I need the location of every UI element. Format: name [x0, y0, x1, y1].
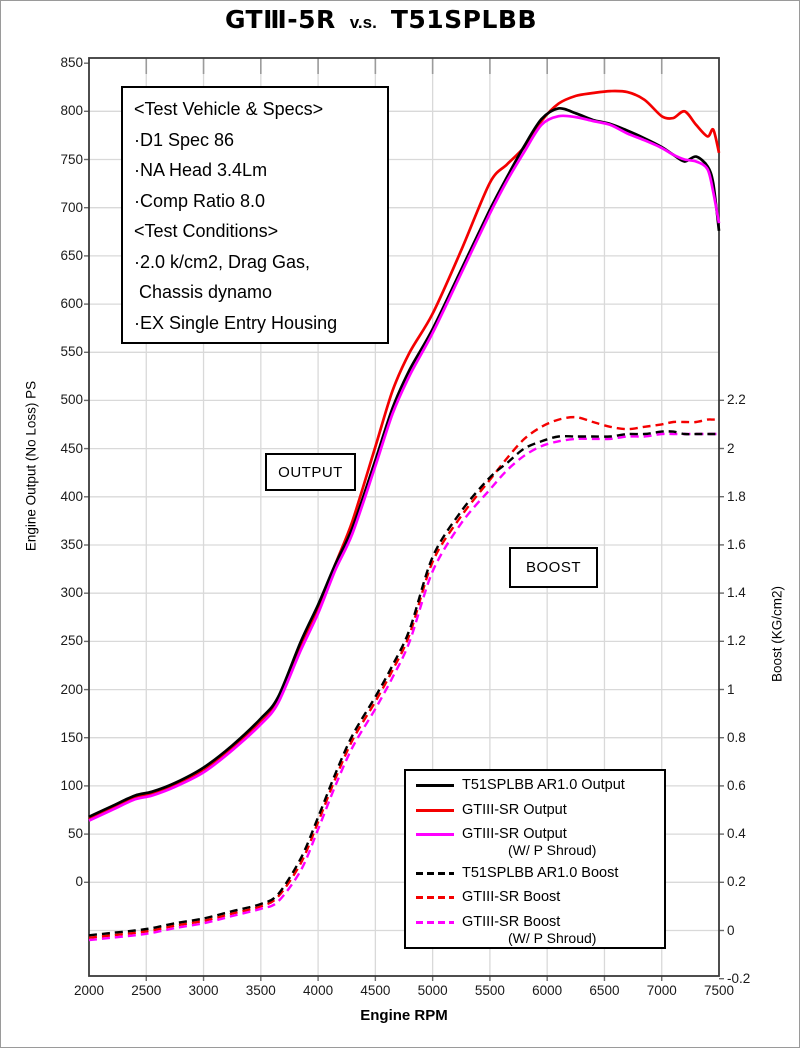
- dashed-line-swatch: [416, 920, 454, 924]
- legend-label: GTIII-SR Output: [462, 802, 567, 819]
- curve-gtiii-sr-boost-w-p-shroud-: [88, 432, 719, 942]
- boost-label: BOOST: [525, 559, 581, 576]
- spec-line: <Test Conditions>: [134, 221, 279, 241]
- x-tick-label: 6000: [532, 983, 563, 998]
- y-left-tick-label: 700: [60, 199, 83, 215]
- x-tick-label: 4500: [360, 983, 391, 998]
- y-left-tick-label: 550: [60, 344, 83, 360]
- x-tick-label: 7000: [646, 983, 677, 998]
- y-left-tick-label: 50: [67, 826, 83, 842]
- y-left-axis-title: Engine Output (No Loss) PS: [23, 380, 39, 552]
- x-tick-label: 5500: [474, 983, 505, 998]
- output-label: OUTPUT: [278, 463, 343, 481]
- x-tick-label: 7500: [703, 983, 735, 998]
- y-right-tick-label: 0: [727, 922, 735, 938]
- y-right-tick-label: 1.4: [727, 585, 746, 601]
- spec-line: ·D1 Spec 86: [134, 129, 235, 150]
- y-right-tick-label: 2: [727, 440, 735, 456]
- legend-item: GTIII-SR Boost: [416, 889, 656, 906]
- chart-title: GTⅢ-5R v.s. T51SPLBB: [1, 5, 761, 34]
- x-tick-label: 2500: [131, 983, 162, 998]
- y-right-tick-label: 0.8: [727, 729, 746, 745]
- y-left-tick-label: 150: [60, 729, 83, 745]
- boost-label-box: BOOST: [509, 547, 598, 588]
- y-right-tick-label: 1.8: [727, 488, 746, 504]
- y-left-tick-label: 650: [60, 247, 83, 263]
- x-tick-label: 5000: [417, 983, 448, 998]
- y-right-tick-label: 0.6: [727, 777, 746, 793]
- legend-label: GTIII-SR Boost: [462, 889, 560, 906]
- curve-gtiii-sr-boost: [88, 415, 719, 939]
- y-left-tick-label: 750: [60, 151, 83, 167]
- title-vs: v.s.: [349, 13, 377, 32]
- x-tick-label: 2000: [73, 983, 105, 998]
- curve-gtiii-sr-output: [88, 89, 721, 820]
- solid-line-swatch: [416, 833, 454, 837]
- y-left-tick-label: 0: [75, 874, 83, 890]
- curve-t51splbb-ar1-0-boost: [88, 430, 719, 937]
- legend-item: T51SPLBB AR1.0 Boost: [416, 865, 656, 882]
- y-right-tick-label: 0.4: [727, 826, 746, 842]
- title-left-turbo: GTⅢ-5R: [224, 5, 336, 34]
- dashed-line-swatch: [416, 871, 454, 875]
- y-left-tick-label: 200: [60, 681, 83, 697]
- legend-label: T51SPLBB AR1.0 Output: [462, 777, 625, 794]
- y-left-tick-label: 250: [60, 633, 83, 649]
- legend-label: GTIII-SR Output (W/ P Shroud): [462, 826, 596, 857]
- legend-label-line1: T51SPLBB AR1.0 Boost: [462, 864, 619, 881]
- y-right-tick-label: -0.2: [727, 970, 751, 986]
- legend-label-line2: (W/ P Shroud): [508, 842, 597, 859]
- y-left-tick-label: 400: [60, 488, 83, 504]
- legend-label-line1: GTIII-SR Output: [462, 826, 567, 843]
- solid-line-swatch: [416, 784, 454, 787]
- spec-line: ·EX Single Entry Housing: [134, 312, 338, 333]
- legend-label-line1: GTIII-SR Boost: [462, 913, 561, 930]
- solid-line-swatch: [416, 808, 454, 812]
- legend-label: T51SPLBB AR1.0 Boost: [462, 865, 618, 882]
- legend-item: GTIII-SR Boost (W/ P Shroud): [416, 914, 656, 945]
- y-right-tick-label: 1.6: [727, 536, 746, 552]
- dashed-line-swatch: [416, 896, 454, 900]
- legend-item: GTIII-SR Output: [416, 802, 656, 819]
- x-tick-label: 4000: [303, 983, 334, 998]
- y-left-tick-label: 500: [60, 392, 83, 408]
- spec-box: <Test Vehicle & Specs> ·D1 Spec 86 ·NA Hea…: [121, 86, 389, 344]
- x-tick-label: 6500: [589, 983, 620, 998]
- legend-label-line2: (W/ P Shroud): [508, 929, 597, 946]
- y-right-tick-label: 1.2: [727, 633, 746, 649]
- y-right-tick-label: 0.2: [727, 874, 746, 890]
- curve-gtiii-sr-output-w-p-shroud-: [88, 114, 721, 822]
- legend-label-line1: T51SPLBB AR1.0 Output: [462, 777, 625, 793]
- legend-label-line1: GTIII-SR Output: [462, 801, 567, 818]
- y-left-tick-label: 350: [60, 537, 83, 552]
- y-left-tick-label: 600: [60, 296, 83, 312]
- spec-line: <Test Vehicle & Specs>: [134, 99, 324, 119]
- legend-label: GTIII-SR Boost (W/ P Shroud): [462, 914, 596, 945]
- title-right-turbo: T51SPLBB: [390, 5, 538, 34]
- output-label-box: OUTPUT: [265, 453, 356, 491]
- x-tick-label: 3500: [245, 983, 276, 998]
- spec-line: ·Comp Ratio 8.0: [134, 190, 266, 211]
- x-axis-title: Engine RPM: [360, 1007, 448, 1024]
- legend-item: GTIII-SR Output (W/ P Shroud): [416, 826, 656, 857]
- y-left-tick-label: 100: [60, 777, 83, 793]
- y-right-tick-label: 2.2: [727, 392, 746, 408]
- y-left-tick-label: 300: [60, 585, 83, 601]
- y-right-axis-title: Boost (KG/cm2): [769, 585, 785, 683]
- y-right-tick-label: 1: [727, 681, 735, 697]
- y-left-tick-label: 450: [60, 440, 83, 456]
- y-left-tick-label: 850: [60, 55, 83, 71]
- x-tick-label: 3000: [188, 983, 219, 998]
- plot-border: [88, 57, 720, 977]
- legend: T51SPLBB AR1.0 Output GTIII-SR Output GTII…: [404, 769, 666, 949]
- legend-label-line1: GTIII-SR Boost: [462, 889, 561, 906]
- spec-line: Chassis dynamo: [134, 282, 273, 302]
- spec-line: ·NA Head 3.4Lm: [134, 160, 268, 180]
- legend-item: T51SPLBB AR1.0 Output: [416, 777, 656, 794]
- spec-line: ·2.0 k/cm2, Drag Gas,: [134, 251, 311, 272]
- y-left-tick-label: 800: [60, 103, 83, 119]
